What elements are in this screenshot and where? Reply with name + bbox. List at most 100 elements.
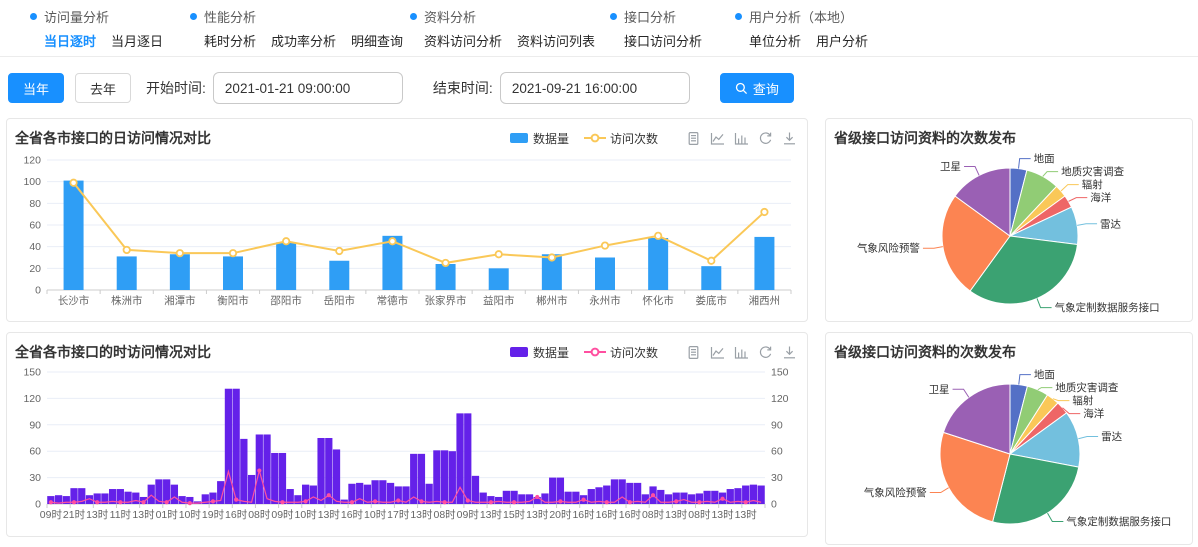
bullet-icon — [410, 13, 417, 20]
svg-text:08时: 08时 — [434, 509, 457, 521]
legend-item-line[interactable]: 访问次数 — [583, 130, 658, 147]
svg-text:13时: 13时 — [318, 509, 341, 521]
svg-text:13时: 13时 — [480, 509, 503, 521]
svg-text:海洋: 海洋 — [1090, 191, 1112, 204]
daily-access-chart-panel: 全省各市接口的日访问情况对比 数据量 访问次数 0 20 40 60 80 100 120 长沙… — [6, 118, 808, 322]
search-button[interactable]: 查询 — [719, 73, 794, 103]
nav-item-3-1[interactable]: 资料访问分析 — [424, 34, 503, 49]
nav-group-1: 访问量分析当日逐时 当月逐日 — [30, 7, 163, 50]
data-view-icon[interactable] — [686, 345, 701, 360]
province-pie-panel-1: 省级接口访问资料的次数发布 地面 地质灾害调查 辐射 海洋 雷达 气象定制数据服务接口 卫星… — [825, 118, 1193, 322]
svg-text:16时: 16时 — [619, 509, 642, 521]
svg-text:20: 20 — [29, 263, 41, 275]
svg-text:卫星: 卫星 — [940, 161, 961, 173]
svg-text:13时: 13时 — [665, 509, 688, 521]
top-navigation: 访问量分析 当日逐时 当月逐日 性能分析 耗时分析 成功率分析 明细查询 资料分析 资料访问分析… — [0, 0, 1198, 57]
nav-item-4-1[interactable]: 接口访问分析 — [624, 34, 703, 49]
nav-item-1-1[interactable]: 当日逐时 — [44, 34, 97, 49]
nav-item-2-3[interactable]: 明细查询 — [351, 34, 404, 49]
svg-text:19时: 19时 — [202, 509, 225, 521]
bullet-icon — [735, 13, 742, 20]
bar-chart-icon[interactable] — [734, 345, 749, 360]
svg-text:长沙市: 长沙市 — [58, 294, 90, 307]
svg-text:13时: 13时 — [711, 509, 734, 521]
svg-text:120: 120 — [23, 393, 41, 405]
svg-text:20时: 20时 — [549, 509, 572, 521]
nav-item-3-2[interactable]: 资料访问列表 — [517, 34, 596, 49]
nav-item-5-2[interactable]: 用户分析 — [816, 34, 869, 49]
svg-text:0: 0 — [771, 499, 777, 511]
bar-chart-icon[interactable] — [734, 131, 749, 146]
daily-bar-line-chart: 0 20 40 60 80 100 120 长沙市 株洲市 湘潭市 衡阳市 邵阳市 岳阳市 常德市 张家界市… — [23, 155, 792, 307]
svg-text:30: 30 — [29, 472, 41, 484]
svg-text:09时: 09时 — [40, 509, 63, 521]
line-chart-icon[interactable] — [710, 131, 725, 146]
svg-text:邵阳市: 邵阳市 — [270, 294, 302, 307]
line-marker-icon — [583, 133, 606, 143]
legend-item-line[interactable]: 访问次数 — [583, 344, 658, 361]
svg-text:气象风险预警: 气象风险预警 — [857, 242, 920, 255]
bullet-icon — [30, 13, 37, 20]
bar-swatch-icon — [509, 133, 528, 143]
svg-text:21时: 21时 — [63, 509, 86, 521]
legend-label: 访问次数 — [609, 345, 658, 360]
chart-toolbox — [686, 345, 797, 360]
svg-text:0: 0 — [35, 285, 41, 297]
svg-text:0: 0 — [35, 499, 41, 511]
svg-text:怀化市: 怀化市 — [642, 294, 674, 307]
svg-text:16时: 16时 — [341, 509, 364, 521]
svg-text:13时: 13时 — [410, 509, 433, 521]
nav-group-title: 访问量分析 — [44, 10, 110, 25]
legend-item-bar[interactable]: 数据量 — [509, 344, 569, 361]
hourly-chart-title: 全省各市接口的时访问情况对比 — [15, 344, 211, 360]
svg-text:地质灾害调查: 地质灾害调查 — [1055, 381, 1118, 394]
nav-group-title: 接口分析 — [624, 10, 677, 25]
svg-text:08时: 08时 — [642, 509, 665, 521]
svg-text:张家界市: 张家界市 — [425, 294, 467, 307]
svg-text:10时: 10时 — [179, 509, 202, 521]
filter-bar: 当年 去年 开始时间: 结束时间: 查询 — [8, 72, 794, 104]
end-time-input[interactable] — [499, 72, 690, 104]
nav-item-1-2[interactable]: 当月逐日 — [111, 34, 164, 49]
nav-group-3: 资料分析 资料访问分析 资料访问列表 — [410, 7, 595, 50]
svg-text:气象风险预警: 气象风险预警 — [864, 486, 927, 499]
svg-text:郴州市: 郴州市 — [536, 294, 568, 307]
download-icon[interactable] — [782, 131, 797, 146]
svg-text:60: 60 — [29, 220, 41, 232]
start-time-label: 开始时间: — [146, 80, 206, 96]
svg-text:地面: 地面 — [1034, 152, 1055, 165]
svg-text:10时: 10时 — [295, 509, 318, 521]
end-time-label: 结束时间: — [432, 80, 493, 96]
nav-group-title: 用户分析（本地） — [749, 10, 854, 25]
bullet-icon — [190, 13, 197, 20]
download-icon[interactable] — [782, 345, 797, 360]
nav-group-2: 性能分析 耗时分析 成功率分析 明细查询 — [190, 7, 403, 50]
svg-text:90: 90 — [771, 419, 783, 431]
restore-icon[interactable] — [758, 345, 773, 360]
nav-item-5-1[interactable]: 单位分析 — [749, 34, 802, 49]
pie2-title: 省级接口访问资料的次数发布 — [834, 344, 1016, 360]
legend-item-bar[interactable]: 数据量 — [509, 130, 569, 147]
svg-text:13时: 13时 — [132, 509, 155, 521]
bar-swatch-icon — [509, 347, 528, 357]
line-chart-icon[interactable] — [710, 345, 725, 360]
svg-text:13时: 13时 — [86, 509, 109, 521]
svg-text:娄底市: 娄底市 — [696, 294, 728, 307]
svg-text:地质灾害调查: 地质灾害调查 — [1061, 165, 1124, 178]
nav-group-4: 接口分析接口访问分析 — [610, 7, 702, 50]
svg-text:30: 30 — [771, 472, 783, 484]
this-year-button[interactable]: 当年 — [8, 73, 65, 103]
svg-text:海洋: 海洋 — [1083, 407, 1105, 420]
restore-icon[interactable] — [758, 131, 773, 146]
svg-text:湘潭市: 湘潭市 — [164, 294, 196, 307]
start-time-input[interactable] — [212, 72, 403, 104]
nav-item-2-2[interactable]: 成功率分析 — [271, 34, 337, 49]
line-marker-icon — [583, 347, 606, 357]
svg-text:08时: 08时 — [688, 509, 711, 521]
nav-item-2-1[interactable]: 耗时分析 — [204, 34, 257, 49]
data-view-icon[interactable] — [686, 131, 701, 146]
svg-text:120: 120 — [23, 155, 41, 167]
svg-text:15时: 15时 — [503, 509, 526, 521]
last-year-button[interactable]: 去年 — [75, 73, 132, 103]
